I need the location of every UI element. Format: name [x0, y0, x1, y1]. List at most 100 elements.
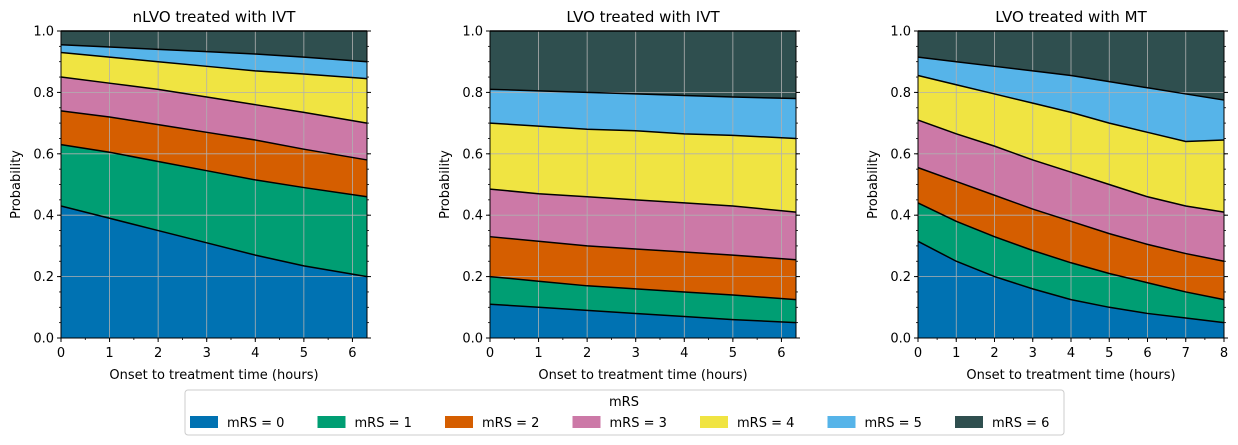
x-tick-label: 0	[57, 346, 65, 361]
y-tick-label: 0.2	[33, 270, 54, 285]
x-tick-label: 2	[990, 346, 998, 361]
x-tick-label: 0	[914, 346, 922, 361]
y-tick-label: 1.0	[33, 25, 54, 40]
boundary-line-2	[60, 110, 368, 161]
x-tick-label: 3	[203, 346, 211, 361]
x-tick-label: 1	[952, 346, 960, 361]
legend: mRS mRS = 0 mRS = 1 mRS = 2 mRS = 3 mRS = 4 m…	[184, 389, 1065, 436]
legend-label-mrs-5: mRS = 5	[865, 416, 922, 431]
area-mrs-1	[490, 276, 796, 323]
panel-title: LVO treated with MT	[995, 8, 1147, 26]
boundary-line-4	[489, 122, 797, 140]
y-tick-label: 0.0	[33, 332, 54, 347]
x-tick-label: 2	[154, 346, 162, 361]
x-tick-label: 1	[105, 346, 113, 361]
area-mrs-0	[61, 205, 367, 338]
boundary-line-3	[917, 119, 1225, 213]
y-tick-label: 0.4	[33, 209, 54, 224]
y-tick-label: 0.4	[462, 209, 483, 224]
boundary-line-1	[917, 202, 1225, 301]
y-tick-label: 0.6	[33, 147, 54, 162]
boundary-line-5	[489, 88, 797, 100]
x-tick-label: 0	[486, 346, 494, 361]
area-mrs-3	[490, 189, 796, 260]
y-tick-label: 0.8	[33, 86, 54, 101]
boundary-line-1	[60, 143, 368, 198]
panel-title: nLVO treated with IVT	[133, 8, 297, 26]
panel-3: 0.0 0.2 0.4 0.6 0.8 1.0 0 1 2 3 4 5 6 7 8 LVO treated w…	[866, 8, 1228, 383]
boundary-line-2	[489, 235, 797, 261]
area-mrs-2	[490, 236, 796, 300]
legend-swatch-mrs-4	[700, 416, 728, 428]
y-tick-label: 1.0	[462, 25, 483, 40]
boundary-line-3	[489, 188, 797, 213]
panel-1: 0.0 0.2 0.4 0.6 0.8 1.0 0 1 2 3 4 5 6 nLVO treated wi…	[9, 8, 371, 383]
panel-2: 0.0 0.2 0.4 0.6 0.8 1.0 0 1 2 3 4 5 6 LVO treated wit…	[438, 8, 800, 383]
legend-title: mRS	[609, 395, 639, 410]
x-tick-label: 2	[583, 346, 591, 361]
x-axis-label: Onset to treatment time (hours)	[109, 368, 318, 383]
y-axis-label: Probability	[438, 150, 453, 219]
y-tick-label: 0.0	[890, 332, 911, 347]
boundary-line-0	[917, 240, 1225, 324]
legend-swatch-mrs-3	[572, 416, 601, 428]
area-mrs-6	[61, 31, 367, 62]
y-axis-label: Probability	[9, 150, 24, 219]
x-tick-label: 6	[348, 346, 356, 361]
legend-swatch-mrs-5	[827, 416, 856, 428]
x-tick-label: 6	[1143, 346, 1151, 361]
legend-label-mrs-3: mRS = 3	[610, 416, 667, 431]
x-tick-label: 4	[1067, 346, 1075, 361]
x-tick-label: 1	[534, 346, 542, 361]
y-tick-label: 0.4	[890, 209, 911, 224]
y-tick-label: 0.6	[462, 147, 483, 162]
legend-label-mrs-4: mRS = 4	[737, 416, 794, 431]
x-tick-label: 3	[632, 346, 640, 361]
legend-label-mrs-0: mRS = 0	[227, 416, 284, 431]
panel-title: LVO treated with IVT	[566, 8, 720, 26]
boundary-line-1	[489, 275, 797, 301]
boundary-line-0	[60, 205, 368, 278]
legend-swatch-mrs-2	[445, 416, 473, 428]
x-tick-label: 5	[300, 346, 308, 361]
y-tick-label: 0.2	[462, 270, 483, 285]
area-mrs-1	[61, 144, 367, 277]
y-tick-label: 0.8	[890, 86, 911, 101]
x-tick-label: 5	[729, 346, 737, 361]
area-mrs-5	[61, 44, 367, 79]
legend-label-mrs-6: mRS = 6	[992, 416, 1049, 431]
x-tick-label: 4	[680, 346, 688, 361]
y-tick-label: 0.8	[462, 86, 483, 101]
area-mrs-4	[490, 123, 796, 213]
area-mrs-3	[61, 77, 367, 160]
area-mrs-4	[61, 52, 367, 124]
x-tick-label: 7	[1182, 346, 1190, 361]
boundary-line-5	[60, 44, 368, 63]
legend-swatch-mrs-1	[317, 416, 346, 428]
x-axis-label: Onset to treatment time (hours)	[538, 368, 747, 383]
x-tick-label: 4	[251, 346, 259, 361]
y-tick-label: 0.6	[890, 147, 911, 162]
y-axis-label: Probability	[866, 150, 881, 219]
y-tick-label: 1.0	[890, 25, 911, 40]
x-tick-label: 5	[1105, 346, 1113, 361]
boundary-line-3	[60, 76, 368, 124]
legend-swatch-mrs-6	[955, 416, 983, 428]
x-tick-label: 8	[1220, 346, 1228, 361]
area-mrs-5	[490, 89, 796, 139]
y-tick-label: 0.0	[462, 332, 483, 347]
area-mrs-0	[490, 304, 796, 338]
x-tick-label: 6	[777, 346, 785, 361]
boundary-line-0	[489, 303, 797, 324]
x-tick-label: 3	[1029, 346, 1037, 361]
y-tick-label: 0.2	[890, 270, 911, 285]
boundary-line-4	[60, 51, 368, 80]
area-mrs-6	[490, 31, 796, 99]
legend-swatch-mrs-0	[190, 416, 218, 428]
legend-label-mrs-1: mRS = 1	[355, 416, 412, 431]
x-axis-label: Onset to treatment time (hours)	[966, 368, 1175, 383]
boundary-line-5	[917, 56, 1225, 101]
boundary-line-2	[917, 166, 1225, 262]
legend-label-mrs-2: mRS = 2	[482, 416, 539, 431]
